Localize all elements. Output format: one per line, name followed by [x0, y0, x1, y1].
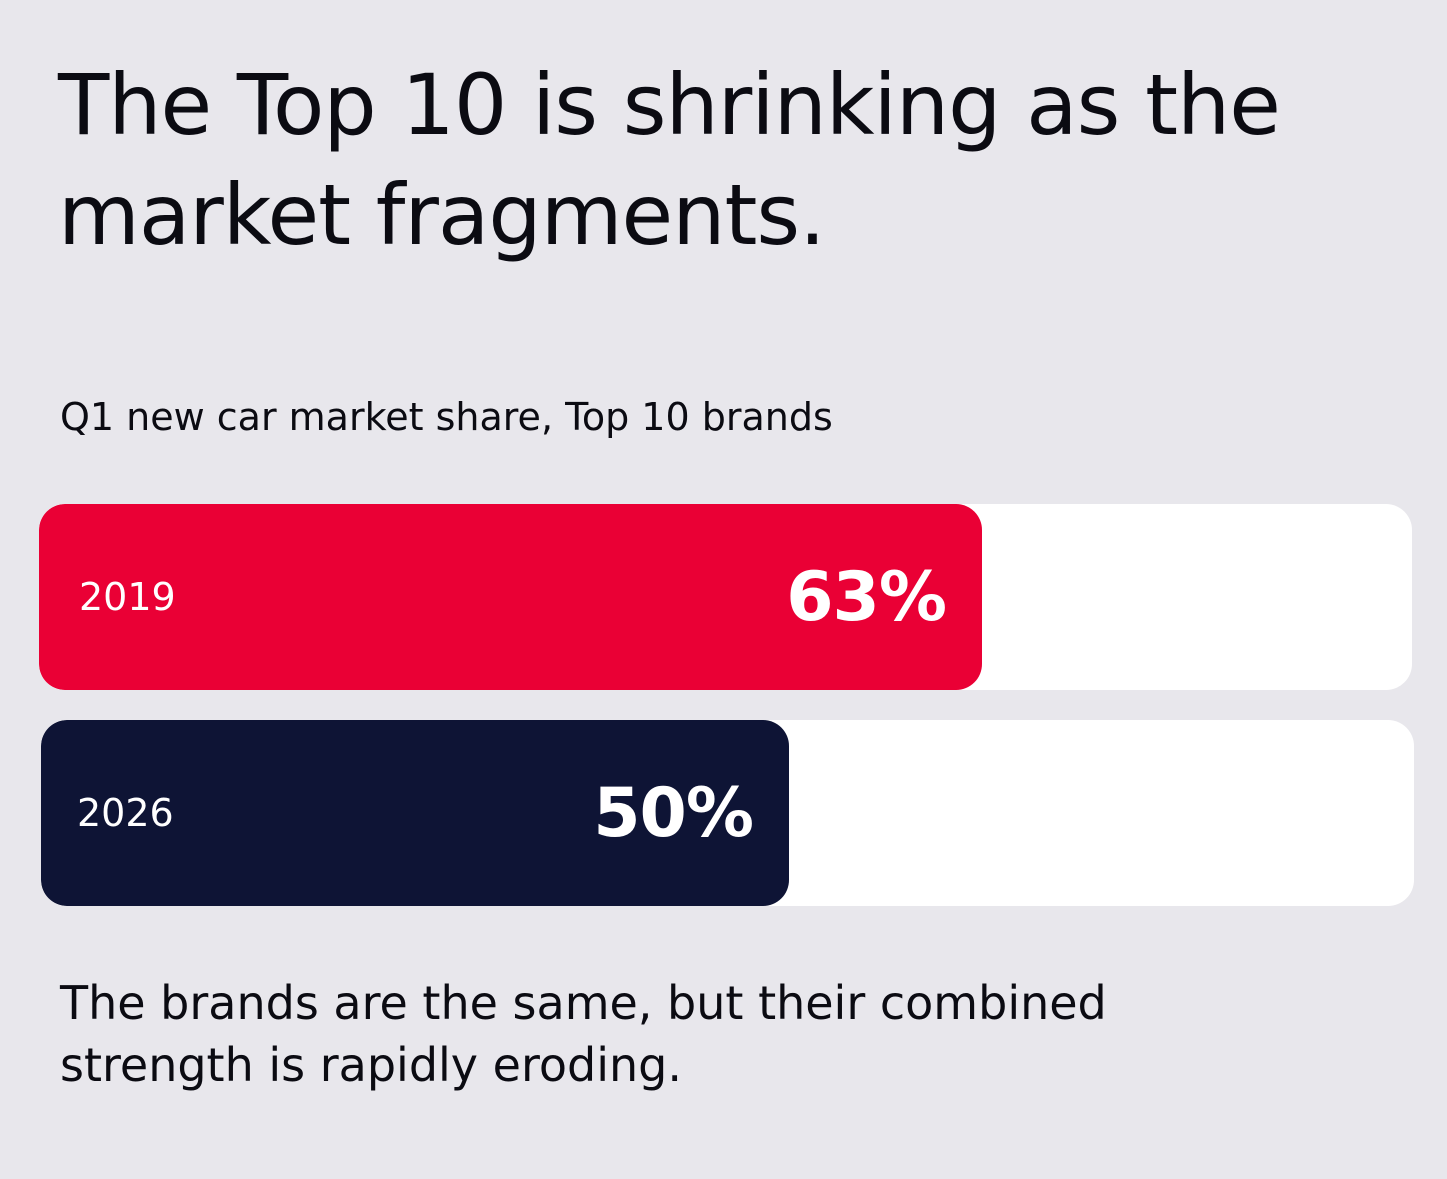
bar-value-label-2019: 63% — [786, 557, 947, 637]
bar-value-label-2026: 50% — [593, 773, 754, 853]
bar-track-2019: 2019 63% — [39, 504, 1412, 690]
bar-category-label-2026: 2026 — [77, 791, 174, 835]
bar-track-2026: 2026 50% — [41, 720, 1414, 906]
bar-category-label-2019: 2019 — [79, 575, 176, 619]
chart-subtitle: Q1 new car market share, Top 10 brands — [60, 395, 833, 439]
bar-2019 — [39, 504, 982, 690]
bar-2026 — [41, 720, 789, 906]
footnote: The brands are the same, but their combi… — [60, 976, 1107, 1092]
headline: The Top 10 is shrinking as the market fr… — [58, 56, 1281, 264]
